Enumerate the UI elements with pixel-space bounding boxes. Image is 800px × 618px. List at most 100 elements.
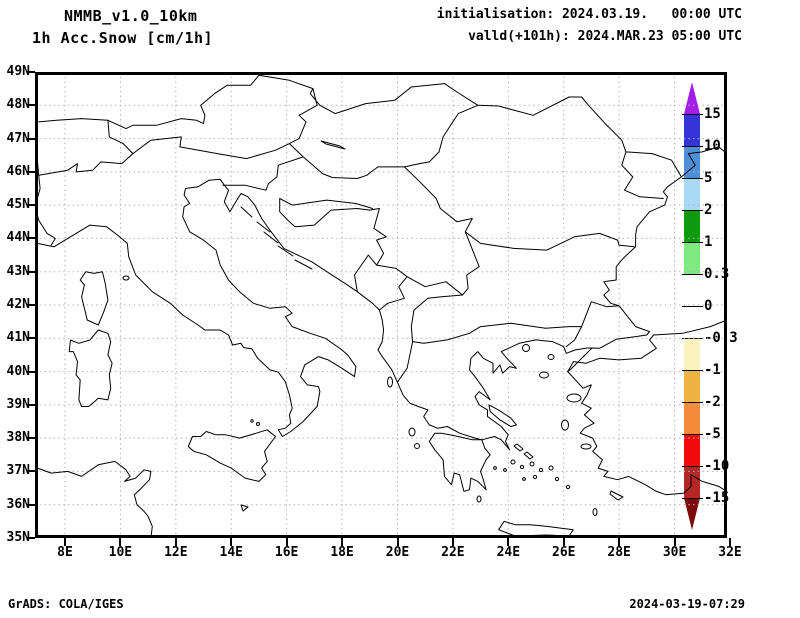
lon-tick: [174, 538, 177, 546]
colorbar-boundary-line: [682, 274, 703, 275]
lon-tick: [729, 538, 731, 546]
lat-tick: [27, 370, 35, 373]
colorbar-tick-label: 0.3: [704, 266, 730, 282]
lat-tick-label: 40N: [6, 363, 30, 379]
colorbar-tick-label: -5: [704, 426, 721, 442]
lon-tick-label: 24E: [496, 545, 521, 560]
lat-tick-label: 49N: [6, 64, 30, 79]
lon-tick: [285, 538, 288, 546]
lat-tick: [27, 104, 35, 107]
lat-tick: [27, 503, 35, 506]
lat-tick: [27, 470, 35, 473]
colorbar-segment: [684, 114, 700, 146]
colorbar-boundary-line: [682, 306, 703, 307]
valid-time: valld(+101h): 2024.MAR.23 05:00 UTC: [468, 29, 742, 44]
grid-lines: [35, 72, 727, 538]
lat-tick-label: 47N: [6, 130, 30, 146]
colorbar-boundary-line: [682, 434, 703, 435]
colorbar-boundary-line: [682, 402, 703, 403]
lat-tick: [27, 137, 35, 140]
lon-tick-label: 22E: [441, 545, 465, 560]
colorbar-tick-label: 5: [704, 170, 713, 186]
lat-tick-label: 37N: [6, 463, 30, 479]
colorbar-boundary-line: [682, 498, 703, 499]
colorbar-segment: [684, 370, 700, 402]
colorbar-boundary-line: [682, 242, 703, 243]
colorbar-segment: [684, 210, 700, 242]
colorbar-tick-label: 1: [704, 234, 713, 250]
colorbar-segment: [684, 434, 700, 466]
colorbar-tick-label: 2: [704, 202, 713, 218]
lon-tick-label: 26E: [552, 545, 576, 560]
lon-tick-label: 32E: [718, 545, 742, 560]
lat-tick: [27, 337, 35, 340]
country-borders: [35, 74, 682, 383]
grads-credit: GrADS: COLA/IGES: [8, 597, 124, 611]
map-canvas: [35, 72, 727, 538]
lat-tick-label: 44N: [6, 230, 30, 246]
lat-tick: [27, 537, 35, 539]
colorbar-boundary-line: [682, 178, 703, 179]
lon-tick: [507, 538, 510, 546]
lon-tick: [562, 538, 565, 546]
creation-timestamp: 2024-03-19-07:29: [629, 597, 745, 611]
lat-tick: [27, 204, 35, 207]
lat-tick-label: 35N: [6, 530, 30, 545]
lon-tick-label: 10E: [108, 545, 133, 560]
lat-tick: [27, 237, 35, 240]
colorbar-boundary-line: [682, 114, 703, 115]
lat-tick: [27, 403, 35, 406]
colorbar-boundary-line: [682, 370, 703, 371]
lon-tick-label: 28E: [607, 545, 631, 560]
lon-tick: [396, 538, 399, 546]
colorbar-segment: [684, 338, 700, 370]
lat-tick: [27, 437, 35, 440]
lon-tick-label: 18E: [330, 545, 354, 560]
lon-tick: [451, 538, 454, 546]
colorbar-tick-label: -10: [704, 458, 730, 474]
lat-tick-label: 46N: [6, 163, 30, 179]
colorbar-boundary-line: [682, 466, 703, 467]
map-frame: [35, 72, 727, 538]
colorbar-tick-label: -1: [704, 362, 721, 378]
colorbar-boundary-line: [682, 210, 703, 211]
lat-tick-label: 39N: [6, 396, 30, 412]
lon-tick-label: 30E: [662, 545, 687, 560]
lat-tick: [27, 71, 35, 73]
colorbar-segment: [684, 274, 700, 306]
lon-tick: [64, 538, 66, 546]
lon-tick: [618, 538, 621, 546]
coastlines: [36, 140, 727, 538]
colorbar-tick-label: -15: [704, 490, 730, 506]
lat-tick-label: 38N: [6, 430, 30, 446]
lat-tick: [27, 270, 35, 273]
colorbar-segment: [684, 402, 700, 434]
colorbar-tick-label: 10: [704, 138, 721, 154]
lat-tick: [27, 304, 35, 306]
lat-tick-label: 48N: [6, 97, 30, 113]
lon-tick: [119, 538, 122, 546]
colorbar-segment: [684, 178, 700, 210]
colorbar-tick-label: 0: [704, 298, 713, 314]
lon-tick-label: 16E: [274, 545, 299, 560]
lon-tick-label: 20E: [385, 545, 410, 560]
lon-tick: [230, 538, 233, 546]
init-time: initialisation: 2024.03.19. 00:00 UTC: [436, 7, 742, 22]
colorbar-segment: [684, 242, 700, 274]
colorbar-tick-label: 15: [704, 106, 721, 122]
lat-tick-label: 42N: [6, 297, 30, 312]
colorbar-tick-label: -0.3: [704, 330, 738, 346]
lat-tick-label: 43N: [6, 263, 30, 279]
lat-tick: [27, 170, 35, 173]
lon-tick: [673, 538, 676, 546]
model-name: NMMB_v1.0_10km: [64, 7, 198, 25]
lat-tick-label: 41N: [6, 330, 30, 346]
lon-tick-label: 12E: [164, 545, 188, 560]
colorbar-tick-label: -2: [704, 394, 721, 410]
lon-tick-label: 14E: [219, 545, 243, 560]
lat-tick-label: 36N: [6, 496, 30, 512]
colorbar-boundary-line: [682, 338, 703, 339]
lat-tick-label: 45N: [6, 197, 30, 213]
lon-tick-label: 8E: [57, 545, 73, 560]
